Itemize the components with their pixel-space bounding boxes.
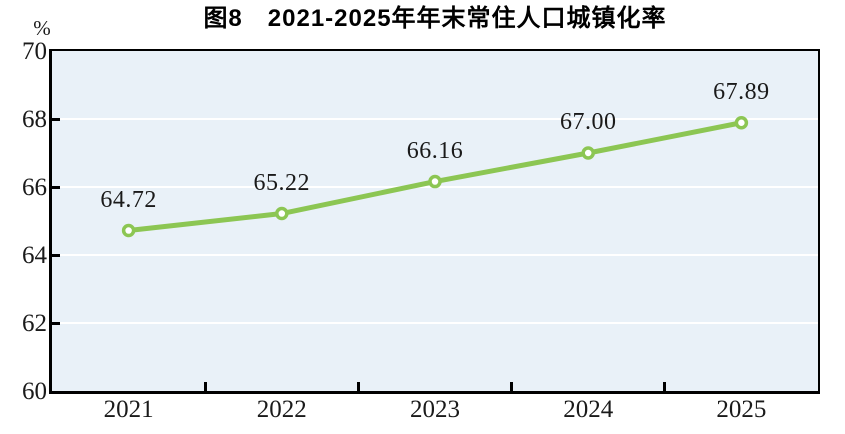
- data-point-marker: [275, 206, 289, 221]
- data-point-marker: [581, 146, 595, 160]
- gridline: [52, 118, 818, 120]
- chart-title: 图8 2021-2025年年末常住人口城镇化率: [203, 5, 667, 32]
- y-axis-tick-mark: [52, 185, 60, 189]
- data-point-label: 65.22: [253, 169, 311, 196]
- x-axis-tick-mark: [203, 382, 207, 391]
- y-axis-tick-label: 70: [22, 37, 47, 65]
- data-point-marker: [121, 223, 136, 238]
- y-axis-tick-label: 60: [22, 377, 47, 405]
- y-axis-tick-mark: [52, 117, 60, 121]
- data-point-marker: [428, 174, 442, 189]
- x-axis-tick-label: 2023: [410, 396, 460, 423]
- data-point-label: 66.16: [406, 137, 464, 164]
- gridline: [52, 322, 818, 324]
- x-axis-tick-label: 2024: [563, 396, 614, 423]
- x-axis-tick-label: 2025: [716, 396, 767, 423]
- y-axis-tick-label: 64: [22, 241, 47, 269]
- x-axis-tick-label: 2021: [103, 396, 154, 423]
- y-axis-tick-label: 68: [22, 105, 47, 133]
- data-point-label: 64.72: [100, 186, 157, 213]
- x-axis-tick-label: 2022: [256, 396, 307, 423]
- data-point-marker: [734, 115, 749, 130]
- y-axis-tick-label: 66: [22, 173, 47, 201]
- y-axis-unit-label: %: [33, 16, 51, 40]
- y-axis-tick-mark: [52, 253, 60, 257]
- line-series: [121, 115, 749, 238]
- plot-inner: 64.72 65.22 66.16 67.00 67.89: [52, 51, 818, 391]
- x-axis-tick-mark: [510, 382, 514, 391]
- plot-area: 64.72 65.22 66.16 67.00 67.89: [49, 49, 820, 394]
- data-point-label: 67.00: [559, 109, 617, 135]
- y-axis-tick-mark: [52, 321, 60, 325]
- data-point-label: 67.89: [713, 78, 770, 105]
- x-axis-tick-mark: [356, 382, 360, 391]
- y-axis-tick-label: 62: [22, 309, 47, 337]
- gridline: [52, 254, 818, 256]
- x-axis-tick-mark: [663, 382, 667, 391]
